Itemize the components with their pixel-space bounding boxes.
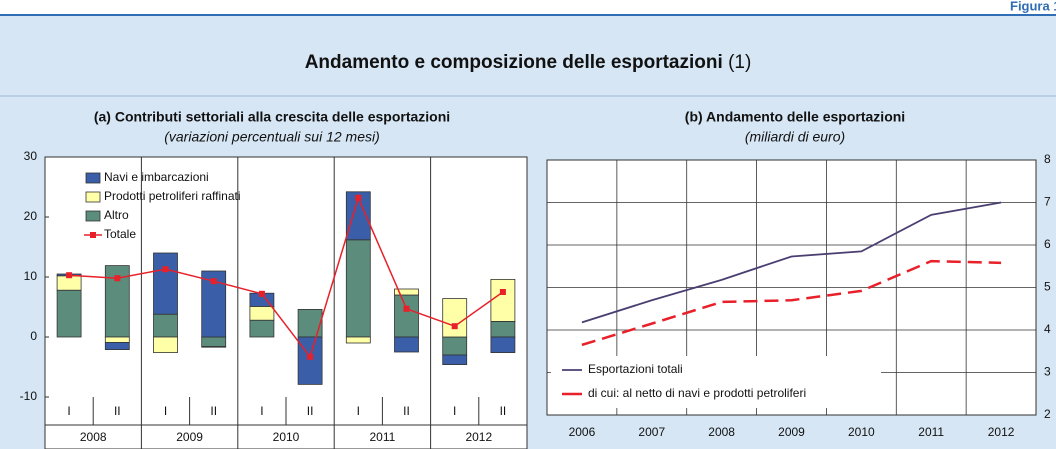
- x-tick-label: I: [453, 404, 456, 418]
- bar-segment: [490, 320, 516, 338]
- total-marker: [162, 266, 169, 273]
- legend-label: Altro: [104, 208, 129, 222]
- legend-label: Navi e imbarcazioni: [104, 170, 209, 184]
- legend-marker: [90, 232, 96, 238]
- y-tick-label: 4: [1044, 322, 1051, 336]
- figure-title-main: Andamento e composizione delle esportazi…: [305, 52, 723, 73]
- bar-segment: [297, 308, 323, 338]
- x-tick-label: 2008: [708, 425, 735, 439]
- x-tick-label: II: [403, 404, 410, 418]
- y-tick-label: 30: [24, 149, 38, 163]
- x-tick-label: I: [67, 404, 70, 418]
- total-marker: [355, 194, 362, 201]
- x-tick-label: II: [114, 404, 121, 418]
- x-tick-label: I: [164, 404, 167, 418]
- bar-segment: [490, 278, 516, 322]
- group-label: 2010: [273, 430, 300, 444]
- series-line: [581, 201, 1002, 324]
- series-line: [581, 259, 1002, 347]
- bar-segment: [153, 252, 178, 315]
- x-tick-label: 2006: [569, 425, 596, 439]
- total-marker: [210, 278, 217, 285]
- group-label: 2009: [176, 430, 203, 444]
- total-marker: [114, 275, 121, 282]
- bar-segment: [490, 336, 516, 354]
- y-tick-label: 5: [1044, 280, 1051, 294]
- legend-swatch: [85, 191, 101, 203]
- legend-label: Totale: [104, 227, 136, 241]
- bar-segment: [104, 336, 130, 343]
- x-tick-label: II: [307, 404, 314, 418]
- y-tick-label: -10: [20, 389, 38, 403]
- legend-box: [551, 356, 881, 408]
- x-tick-label: 2007: [638, 425, 665, 439]
- figure-title: Andamento e composizione delle esportazi…: [305, 52, 752, 73]
- total-marker: [258, 290, 265, 297]
- total-marker: [451, 323, 458, 330]
- bar-segment: [104, 341, 130, 350]
- bar-segment: [442, 354, 468, 366]
- bar-segment: [345, 239, 371, 338]
- bar-segment: [56, 289, 82, 338]
- chart-title: (a) Contributi settoriali alla crescita …: [94, 109, 450, 125]
- group-label: 2012: [465, 430, 492, 444]
- bar-segment: [394, 288, 419, 296]
- bar-segment: [201, 336, 227, 348]
- x-tick-label: II: [210, 404, 217, 418]
- chart-subtitle: (miliardi di euro): [745, 129, 845, 145]
- legend-label: Prodotti petroliferi raffinati: [104, 189, 241, 203]
- x-tick-label: 2012: [988, 425, 1015, 439]
- x-tick-label: 2011: [918, 425, 944, 439]
- y-tick-label: 20: [24, 209, 38, 223]
- bar-segment: [394, 294, 419, 338]
- y-tick-label: 3: [1044, 365, 1051, 379]
- bar-segment: [297, 336, 323, 385]
- total-line: [69, 195, 504, 359]
- x-tick-label: II: [500, 404, 507, 418]
- y-tick-label: 8: [1044, 152, 1051, 166]
- total-marker: [307, 353, 314, 360]
- group-label: 2008: [80, 430, 107, 444]
- bar-segment: [442, 336, 468, 356]
- total-marker: [499, 289, 506, 295]
- legend-swatch: [85, 172, 101, 184]
- figure-title-note: (1): [728, 52, 751, 73]
- x-tick-label: 2010: [848, 425, 875, 439]
- bar-segment: [201, 346, 227, 348]
- bar-segment: [153, 313, 178, 338]
- y-tick-label: 0: [30, 329, 37, 343]
- y-tick-label: 10: [24, 269, 38, 283]
- legend-swatch: [85, 210, 101, 222]
- figure-label: Figura 1.: [1010, 0, 1056, 13]
- legend-label: Esportazioni totali: [588, 362, 683, 376]
- x-tick-label: 2009: [778, 425, 805, 439]
- bar-segment: [345, 336, 371, 344]
- total-marker: [403, 305, 410, 312]
- chart-subtitle: (variazioni percentuali sui 12 mesi): [164, 129, 380, 145]
- legend-label: di cui: al netto di navi e prodotti petr…: [588, 386, 806, 400]
- y-tick-label: 2: [1044, 407, 1051, 421]
- bar-segment: [442, 298, 468, 338]
- bar-segment: [249, 319, 275, 338]
- group-label: 2011: [369, 430, 395, 444]
- x-tick-label: I: [260, 404, 263, 418]
- chart-title: (b) Andamento delle esportazioni: [685, 109, 905, 125]
- y-tick-label: 6: [1044, 237, 1051, 251]
- bar-segment: [394, 336, 419, 353]
- y-tick-label: 7: [1044, 195, 1051, 209]
- x-tick-label: I: [357, 404, 360, 418]
- bar-segment: [249, 305, 275, 321]
- total-marker: [66, 272, 73, 279]
- bar-segment: [153, 336, 178, 354]
